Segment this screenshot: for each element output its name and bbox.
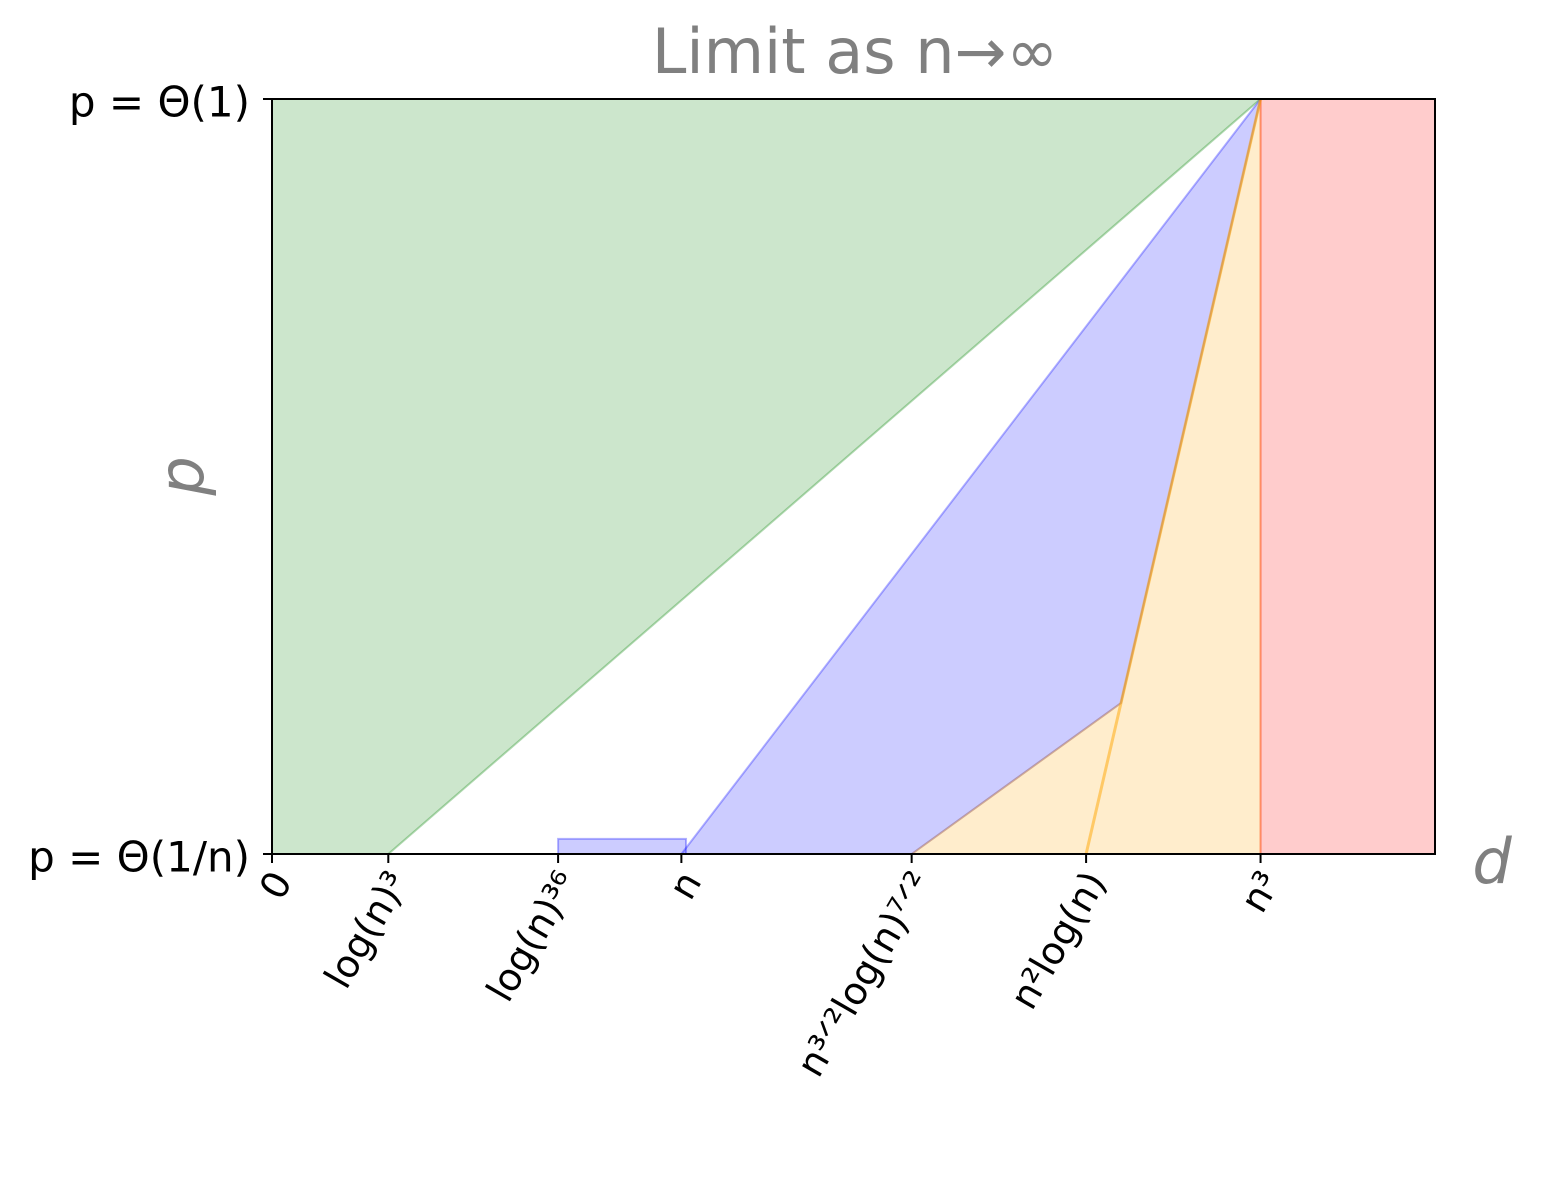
x-tick-label: log(n)³ — [316, 864, 418, 996]
x-tick-label: 0 — [251, 864, 301, 907]
region — [557, 837, 688, 855]
plot-frame — [271, 98, 1436, 855]
y-axis-label: p — [145, 456, 218, 496]
x-tick-label: n²log(n) — [1001, 864, 1115, 1017]
x-tick-label: n³ᐟ²log(n)⁷ᐟ² — [788, 864, 941, 1084]
x-tick-label: n³ — [1232, 864, 1290, 920]
y-tick-label: p = Θ(1) — [69, 78, 250, 127]
x-axis-label: d — [1472, 825, 1512, 898]
x-tick-label: log(n)³⁶ — [478, 864, 587, 1009]
region — [1259, 98, 1436, 855]
boundary-line — [1084, 98, 1263, 855]
y-tick-label: p = Θ(1/n) — [28, 833, 250, 882]
chart-title: Limit as n→∞ — [652, 15, 1058, 88]
x-tick-label: n — [660, 864, 710, 907]
